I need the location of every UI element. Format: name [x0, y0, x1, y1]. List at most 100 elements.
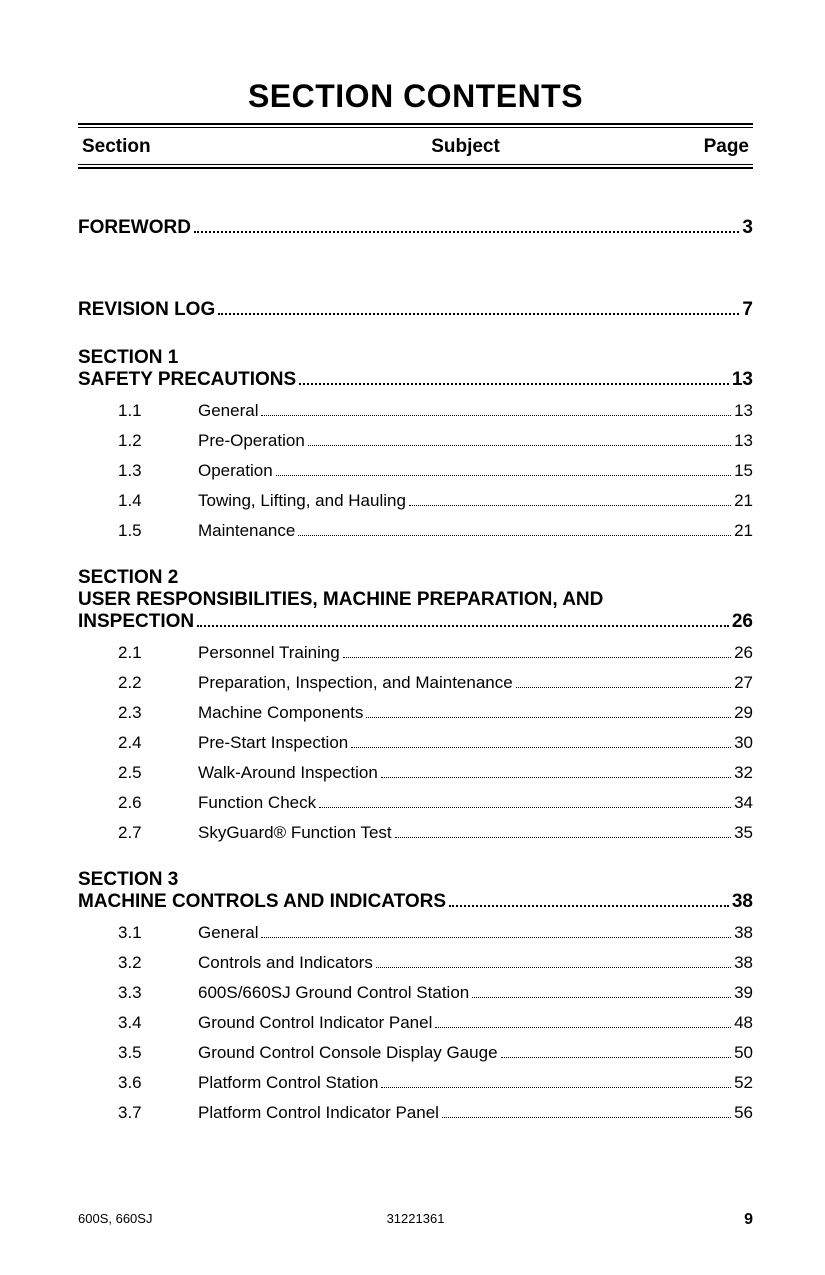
- sub-text: Towing, Lifting, and Hauling: [198, 491, 406, 511]
- sub-page: 21: [734, 521, 753, 541]
- leader-dots: [351, 747, 731, 748]
- sub-num: 2.7: [118, 823, 198, 843]
- sub-page: 34: [734, 793, 753, 813]
- sub-page: 29: [734, 703, 753, 723]
- sub-entry: 3.7Platform Control Indicator Panel 56: [78, 1103, 753, 1123]
- sub-page: 32: [734, 763, 753, 783]
- major-text: FOREWORD: [78, 217, 191, 239]
- sub-entry: 3.5Ground Control Console Display Gauge5…: [78, 1043, 753, 1063]
- header-subject: Subject: [302, 136, 629, 158]
- sub-page: 21: [734, 491, 753, 511]
- sub-entry: 3.2Controls and Indicators38: [78, 953, 753, 973]
- sub-num: 3.7: [118, 1103, 198, 1123]
- section-page: 38: [732, 891, 753, 913]
- sub-page: 56: [734, 1103, 753, 1123]
- leader-dots: [261, 415, 731, 416]
- major-entry: REVISION LOG 7: [78, 299, 753, 321]
- section-title: SAFETY PRECAUTIONS: [78, 369, 296, 391]
- sub-list: 3.1General38 3.2Controls and Indicators3…: [78, 923, 753, 1123]
- section-page: 13: [732, 369, 753, 391]
- sub-text: Preparation, Inspection, and Maintenance: [198, 673, 513, 693]
- sub-num: 3.1: [118, 923, 198, 943]
- sub-num: 1.4: [118, 491, 198, 511]
- sub-page: 38: [734, 923, 753, 943]
- sub-num: 2.2: [118, 673, 198, 693]
- section-label: SECTION 1: [78, 347, 753, 369]
- major-page: 7: [742, 299, 753, 321]
- section-title-row: INSPECTION 26: [78, 611, 753, 633]
- major-page: 3: [742, 217, 753, 239]
- section-title-line1: USER RESPONSIBILITIES, MACHINE PREPARATI…: [78, 589, 753, 611]
- sub-text: Controls and Indicators: [198, 953, 373, 973]
- sub-text: Pre-Start Inspection: [198, 733, 348, 753]
- sub-num: 2.1: [118, 643, 198, 663]
- sub-entry: 3.1General 38: [78, 923, 753, 943]
- sub-text: General: [198, 401, 258, 421]
- sub-num: 2.5: [118, 763, 198, 783]
- sub-entry: 2.7SkyGuard® Function Test35: [78, 823, 753, 843]
- leader-dots: [435, 1027, 731, 1028]
- leader-dots: [218, 313, 739, 315]
- major-entry: FOREWORD 3: [78, 217, 753, 239]
- sub-num: 3.3: [118, 983, 198, 1003]
- sub-entry: 3.6Platform Control Station52: [78, 1073, 753, 1093]
- sub-num: 3.4: [118, 1013, 198, 1033]
- sub-text: Pre-Operation: [198, 431, 305, 451]
- sub-page: 13: [734, 401, 753, 421]
- section-label: SECTION 3: [78, 869, 753, 891]
- sub-num: 3.6: [118, 1073, 198, 1093]
- leader-dots: [308, 445, 731, 446]
- leader-dots: [516, 687, 731, 688]
- sub-text: General: [198, 923, 258, 943]
- header-section: Section: [82, 136, 302, 158]
- leader-dots: [472, 997, 731, 998]
- sub-page: 50: [734, 1043, 753, 1063]
- leader-dots: [194, 231, 739, 233]
- section-title-line2: INSPECTION: [78, 611, 194, 633]
- sub-text: Operation: [198, 461, 273, 481]
- footer-left: 600S, 660SJ: [78, 1211, 152, 1229]
- leader-dots: [395, 837, 731, 838]
- sub-num: 1.5: [118, 521, 198, 541]
- leader-dots: [381, 1087, 731, 1088]
- sub-text: Platform Control Indicator Panel: [198, 1103, 439, 1123]
- footer-page-number: 9: [744, 1211, 753, 1229]
- sub-entry: 2.5Walk-Around Inspection32: [78, 763, 753, 783]
- sub-entry: 3.3600S/660SJ Ground Control Station 39: [78, 983, 753, 1003]
- leader-dots: [442, 1117, 731, 1118]
- leader-dots: [299, 383, 729, 385]
- sub-page: 27: [734, 673, 753, 693]
- sub-entry: 3.4Ground Control Indicator Panel48: [78, 1013, 753, 1033]
- sub-num: 3.2: [118, 953, 198, 973]
- page-title: SECTION CONTENTS: [78, 78, 753, 115]
- section-title-wrap: USER RESPONSIBILITIES, MACHINE PREPARATI…: [78, 589, 753, 633]
- sub-text: 600S/660SJ Ground Control Station: [198, 983, 469, 1003]
- major-text: REVISION LOG: [78, 299, 215, 321]
- section-label: SECTION 2: [78, 567, 753, 589]
- section-page: 26: [732, 611, 753, 633]
- sub-text: Function Check: [198, 793, 316, 813]
- sub-num: 3.5: [118, 1043, 198, 1063]
- sub-entry: 1.5Maintenance 21: [78, 521, 753, 541]
- footer-center: 31221361: [387, 1211, 445, 1226]
- leader-dots: [197, 625, 729, 627]
- sub-entry: 2.4Pre-Start Inspection30: [78, 733, 753, 753]
- leader-dots: [366, 717, 731, 718]
- sub-text: Maintenance: [198, 521, 295, 541]
- sub-num: 1.3: [118, 461, 198, 481]
- toc: FOREWORD 3 REVISION LOG 7 SECTION 1 SAFE…: [78, 217, 753, 1123]
- section-title: MACHINE CONTROLS AND INDICATORS: [78, 891, 446, 913]
- leader-dots: [376, 967, 731, 968]
- column-headers: Section Subject Page: [78, 136, 753, 158]
- sub-page: 35: [734, 823, 753, 843]
- sub-page: 13: [734, 431, 753, 451]
- leader-dots: [381, 777, 731, 778]
- bottom-rule: [78, 164, 753, 169]
- header-page: Page: [629, 136, 749, 158]
- sub-entry: 2.2Preparation, Inspection, and Maintena…: [78, 673, 753, 693]
- sub-page: 39: [734, 983, 753, 1003]
- section-title-row: SAFETY PRECAUTIONS 13: [78, 369, 753, 391]
- sub-list: 2.1Personnel Training26 2.2Preparation, …: [78, 643, 753, 843]
- sub-entry: 1.4Towing, Lifting, and Hauling 21: [78, 491, 753, 511]
- leader-dots: [501, 1057, 732, 1058]
